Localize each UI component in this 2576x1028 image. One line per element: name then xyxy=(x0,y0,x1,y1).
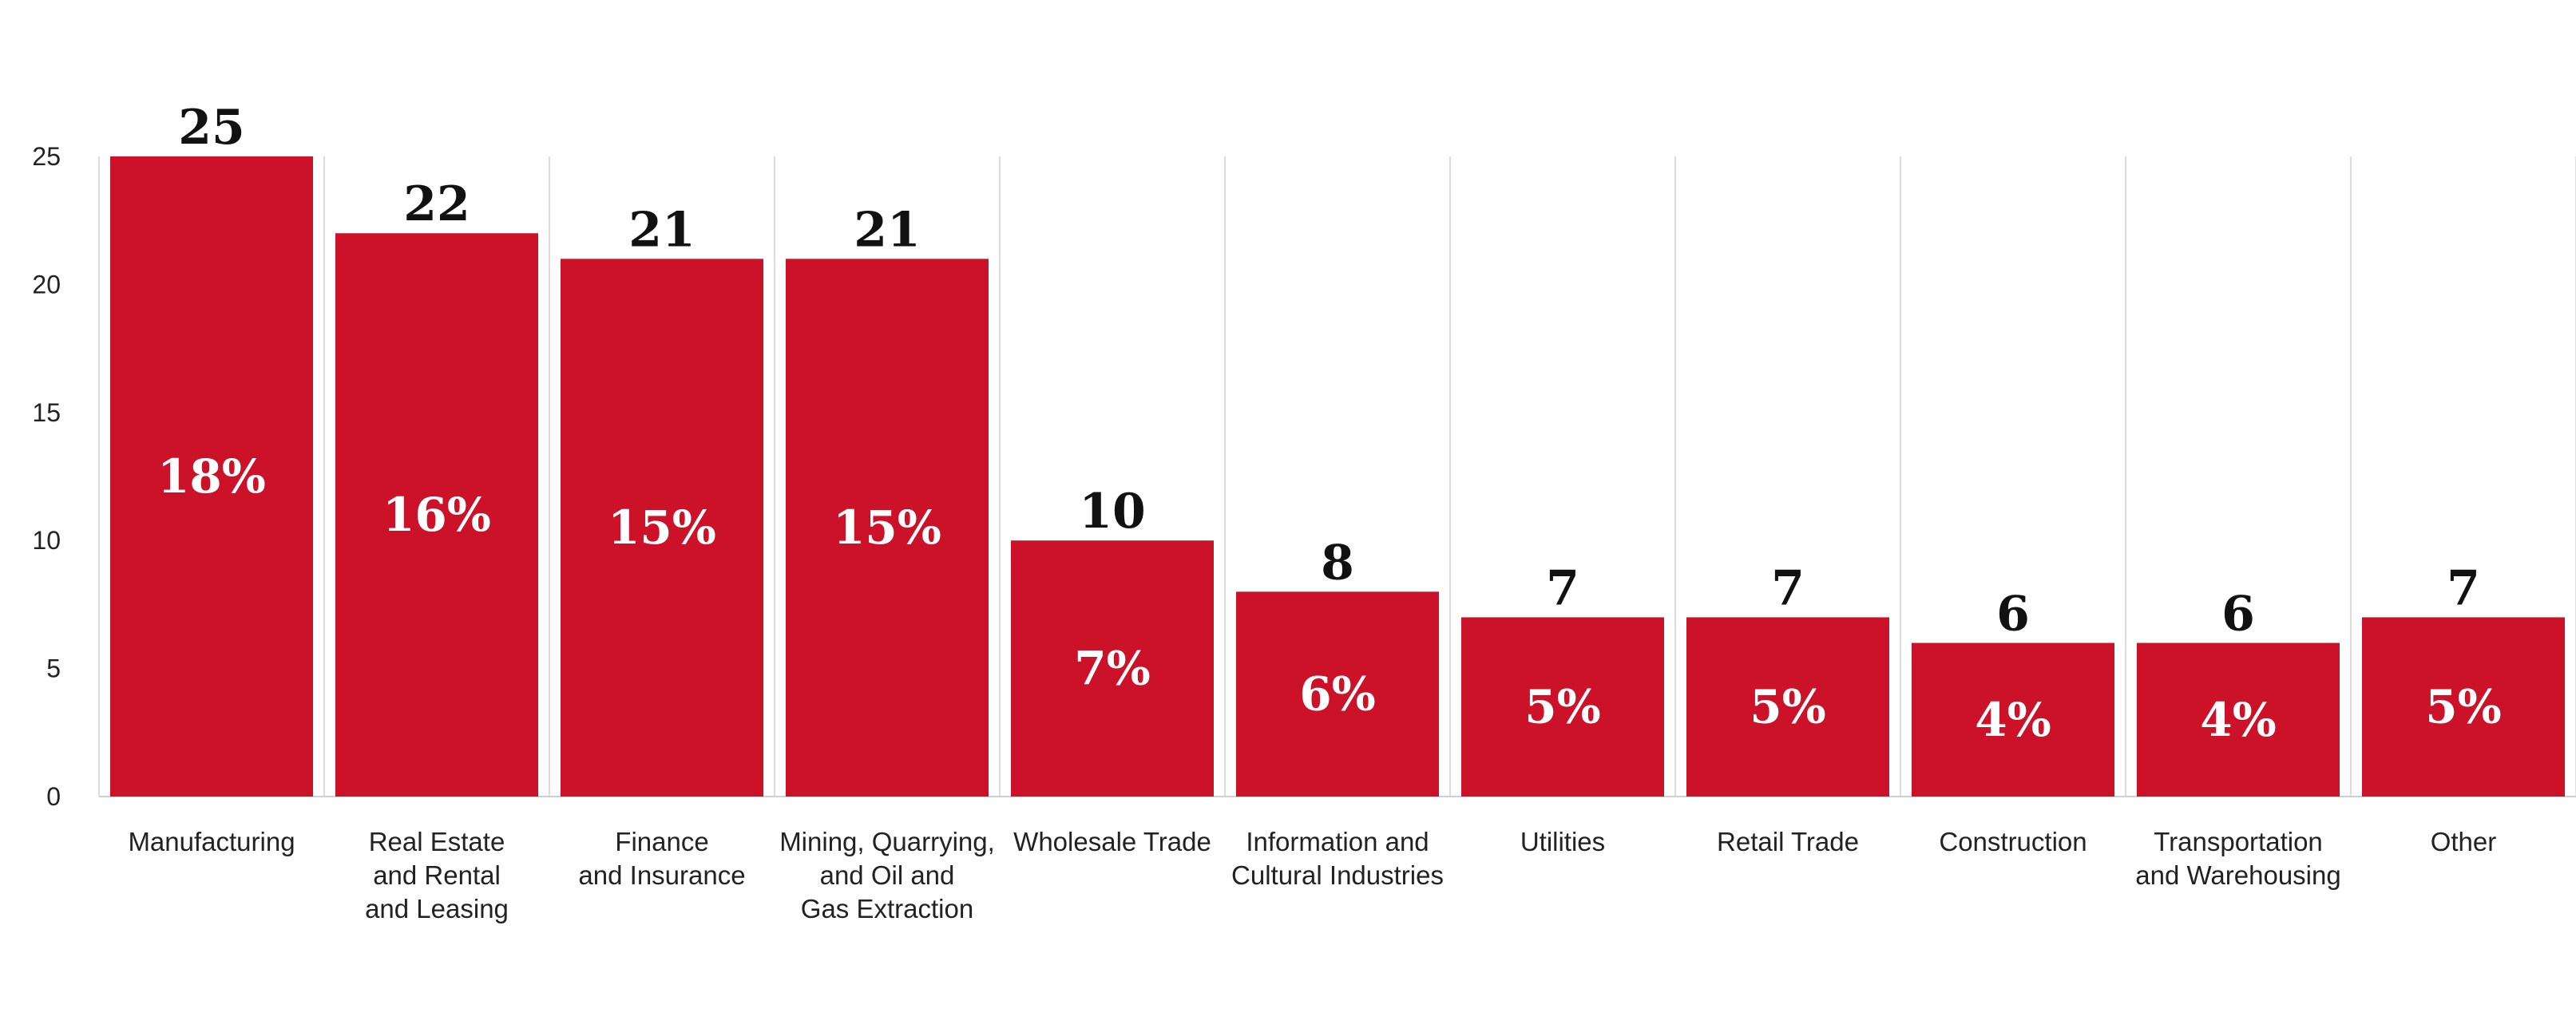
y-tick-label: 5 xyxy=(46,654,61,683)
bar-percent-label: 5% xyxy=(1750,680,1825,734)
x-tick-label: Real Estate and Rental and Leasing xyxy=(365,827,509,923)
bar-percent-label: 16% xyxy=(382,488,491,542)
bar xyxy=(2137,642,2340,797)
bar xyxy=(1912,642,2114,797)
bar-value-label: 6 xyxy=(1996,587,2030,642)
bar-percent-label: 4% xyxy=(2200,693,2276,747)
bar xyxy=(1236,591,1439,797)
x-tick-label-line: and Warehousing xyxy=(2135,860,2340,890)
y-tick-label: 15 xyxy=(32,398,61,427)
x-tick-label: Retail Trade xyxy=(1717,827,1859,856)
x-tick-label-line: and Rental xyxy=(373,860,501,890)
bar-percent-label: 18% xyxy=(157,449,266,504)
bar-percent-label: 15% xyxy=(833,500,941,555)
bar xyxy=(335,233,538,797)
y-tick-label: 0 xyxy=(46,782,61,811)
bar xyxy=(1461,617,1664,797)
bar-value-label: 25 xyxy=(178,100,245,156)
x-tick-label: Transportation and Warehousing xyxy=(2135,827,2340,890)
x-tick-label: Information and Cultural Industries xyxy=(1231,827,1444,890)
y-tick-label: 25 xyxy=(32,142,61,171)
x-tick-label: Manufacturing xyxy=(128,827,295,856)
x-tick-label: Mining, Quarrying, and Oil and Gas Extract… xyxy=(779,827,995,923)
x-tick-label-line: Finance xyxy=(615,827,708,856)
bar-value-label: 7 xyxy=(1771,560,1805,616)
bar xyxy=(561,259,763,797)
bar-value-label: 21 xyxy=(628,202,696,258)
x-tick-label-line: Cultural Industries xyxy=(1231,860,1444,890)
bar-percent-label: 4% xyxy=(1975,693,2051,747)
bar-value-label: 22 xyxy=(403,176,470,232)
bar-percent-label: 6% xyxy=(1299,667,1375,722)
x-tick-label-line: and Leasing xyxy=(365,894,509,923)
bar xyxy=(2362,617,2565,797)
x-tick-label-line: Mining, Quarrying, xyxy=(779,827,995,856)
x-tick-label-line: and Oil and xyxy=(820,860,955,890)
x-tick-label-line: Manufacturing xyxy=(128,827,295,856)
bar-percent-label: 5% xyxy=(1524,680,1600,734)
x-tick-label-line: Real Estate xyxy=(369,827,505,856)
x-tick-label: Other xyxy=(2431,827,2497,856)
bar xyxy=(1011,540,1214,797)
x-tick-label-line: Retail Trade xyxy=(1717,827,1859,856)
x-tick-label-line: Wholesale Trade xyxy=(1013,827,1211,856)
x-tick-label-line: Gas Extraction xyxy=(801,894,973,923)
bar-value-label: 7 xyxy=(1546,560,1579,616)
y-tick-label: 10 xyxy=(32,526,61,555)
bar-value-label: 7 xyxy=(2447,560,2480,616)
bar-value-label: 21 xyxy=(854,202,921,258)
bar-percent-label: 7% xyxy=(1074,642,1150,696)
x-tick-label-line: and Insurance xyxy=(578,860,745,890)
x-tick-label-line: Transportation xyxy=(2154,827,2323,856)
bar-percent-label: 15% xyxy=(608,500,716,555)
x-tick-label-line: Information and xyxy=(1246,827,1429,856)
bar-value-label: 10 xyxy=(1079,484,1146,540)
bar xyxy=(786,259,989,797)
x-tick-label: Wholesale Trade xyxy=(1013,827,1211,856)
x-tick-label: Utilities xyxy=(1520,827,1605,856)
bar xyxy=(1686,617,1889,797)
x-tick-label: Construction xyxy=(1939,827,2087,856)
bar-percent-label: 5% xyxy=(2425,680,2501,734)
bar-value-label: 6 xyxy=(2221,587,2255,642)
x-tick-label-line: Utilities xyxy=(1520,827,1605,856)
x-tick-label-line: Other xyxy=(2431,827,2497,856)
x-tick-label: Finance and Insurance xyxy=(578,827,745,890)
bar xyxy=(110,156,313,797)
bar-value-label: 8 xyxy=(1321,535,1354,591)
x-tick-label-line: Construction xyxy=(1939,827,2087,856)
y-tick-label: 20 xyxy=(32,270,61,299)
